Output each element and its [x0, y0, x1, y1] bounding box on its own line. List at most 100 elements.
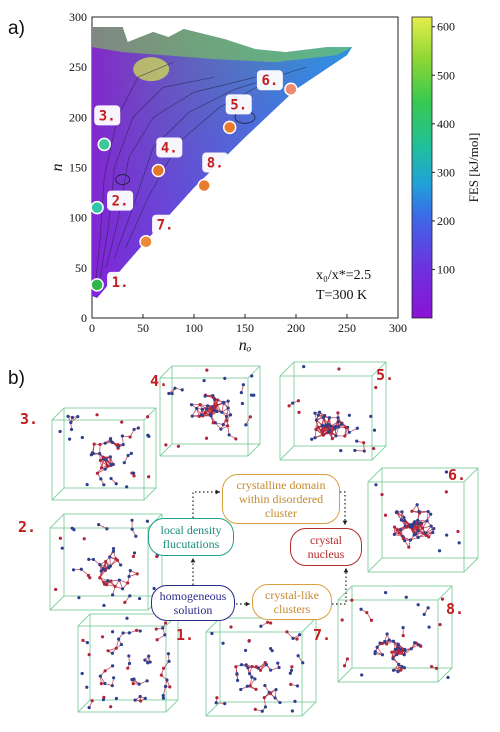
atom [269, 646, 273, 651]
flow-arrow-head [190, 558, 196, 563]
cube-edge [279, 375, 373, 461]
state-point-5 [222, 120, 237, 135]
atom [416, 603, 420, 607]
atom [295, 684, 300, 688]
atom [344, 425, 348, 430]
atom [110, 630, 115, 634]
atom [97, 523, 101, 527]
state-label-box [94, 105, 121, 126]
atom [285, 630, 289, 634]
atom [147, 434, 151, 439]
atom [259, 624, 263, 628]
state-point-2 [90, 200, 104, 215]
atom [222, 401, 226, 405]
atom [302, 364, 306, 369]
atom [239, 663, 244, 667]
atom [110, 684, 114, 688]
state-label-3: 3. [99, 108, 116, 124]
atom [210, 631, 214, 636]
state-point-1 [90, 278, 104, 292]
atom [98, 674, 102, 678]
atom [104, 559, 108, 564]
atom [85, 641, 89, 645]
y-tick-label: 300 [69, 10, 87, 24]
cube-edge [367, 481, 465, 573]
atom [426, 606, 430, 610]
atom [403, 539, 407, 543]
atom [164, 621, 168, 625]
atom [369, 618, 374, 622]
snapshot-label-3: 3. [20, 410, 39, 428]
atom [137, 682, 141, 686]
atom [313, 411, 317, 415]
cube-edge [77, 613, 91, 627]
atom [390, 650, 394, 654]
x-tick-label: 150 [236, 321, 254, 335]
atom [147, 475, 151, 479]
atom [380, 653, 385, 657]
atom [131, 554, 136, 559]
flow-crystal-like-clusters: crystal-like clusters [252, 584, 332, 620]
atom [66, 414, 70, 418]
panel-b-label: b) [8, 368, 25, 389]
cube-edge [171, 365, 261, 445]
state-label-5: 5. [230, 97, 247, 113]
atom [248, 415, 252, 419]
atom [219, 427, 223, 431]
atom [228, 413, 233, 417]
colorbar-label: FES [kJ/mol] [466, 133, 481, 203]
atom [137, 596, 142, 601]
atom [374, 483, 378, 487]
atom [122, 461, 126, 465]
atom [102, 695, 106, 699]
atom [145, 679, 149, 683]
atom [155, 554, 159, 559]
cube-edge [49, 595, 65, 611]
atom [413, 520, 417, 524]
cube-edge [301, 617, 317, 633]
fes-contour [99, 76, 215, 278]
atom [161, 696, 165, 700]
atom [176, 444, 181, 448]
state-label-6: 6. [261, 73, 278, 89]
cube-edge [165, 699, 179, 713]
cube-edge [247, 443, 261, 457]
atom [392, 532, 396, 536]
atom [127, 631, 131, 635]
atom [365, 610, 369, 615]
atom [168, 685, 172, 689]
cube-edge [77, 699, 91, 713]
cube-edge [337, 599, 439, 683]
atom [123, 600, 127, 604]
atom [221, 641, 225, 645]
atom [288, 671, 292, 675]
atom [314, 427, 318, 432]
atom [189, 403, 194, 407]
atom [215, 696, 219, 700]
cube-edge [51, 487, 65, 501]
cube-edge [367, 467, 383, 483]
atom [290, 665, 294, 669]
atom [134, 628, 139, 633]
atom [362, 441, 366, 445]
fes-contour [114, 66, 307, 258]
atom [239, 390, 243, 395]
cube-edge [143, 407, 157, 421]
snapshot-4 [159, 365, 261, 457]
atom [107, 566, 111, 570]
atom [429, 664, 434, 669]
atom [147, 654, 151, 658]
atom [372, 428, 377, 432]
atom [253, 707, 257, 711]
atom [161, 693, 165, 698]
atom [105, 463, 109, 468]
snapshot-7 [205, 617, 317, 717]
atom [336, 420, 340, 424]
atom [247, 638, 251, 643]
cube-edge [143, 487, 157, 501]
atom [162, 666, 166, 670]
atom [98, 442, 102, 447]
atom [163, 684, 168, 689]
atom [276, 661, 280, 665]
atom [102, 580, 106, 584]
